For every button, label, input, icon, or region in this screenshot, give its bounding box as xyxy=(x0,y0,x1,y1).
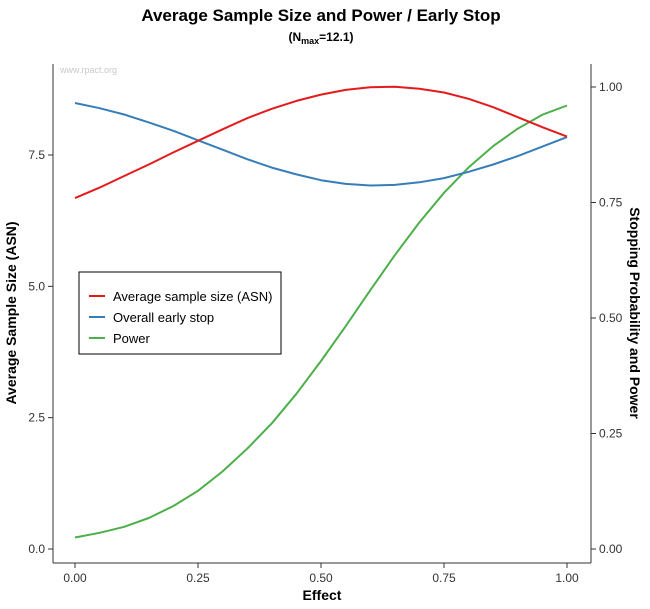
subtitle-prefix: (N xyxy=(288,30,301,44)
x-tick-label: 0.75 xyxy=(432,571,456,585)
legend-label: Average sample size (ASN) xyxy=(113,289,272,304)
legend-label: Power xyxy=(113,331,151,346)
y-axis-right-title: Stopping Probability and Power xyxy=(627,207,643,419)
y-axis-left-title: Average Sample Size (ASN) xyxy=(3,221,19,404)
y-left-tick-label: 2.5 xyxy=(28,411,45,425)
x-tick-label: 1.00 xyxy=(555,571,579,585)
x-tick-label: 0.50 xyxy=(309,571,333,585)
x-tick-label: 0.00 xyxy=(63,571,87,585)
y-left-tick-label: 0.0 xyxy=(28,542,45,556)
legend: Average sample size (ASN) Overall early s… xyxy=(78,271,282,355)
watermark: www.rpact.org xyxy=(59,65,117,75)
y-right-tick-label: 0.25 xyxy=(599,427,623,441)
chart-subtitle: (Nmax=12.1) xyxy=(288,30,353,46)
series-line-power xyxy=(74,104,568,539)
subtitle-subscript: max xyxy=(301,36,319,46)
y-right-tick-label: 0.75 xyxy=(599,196,623,210)
y-right-tick-label: 0.50 xyxy=(599,311,623,325)
y-left-tick-label: 5.0 xyxy=(28,279,45,293)
x-axis-title: Effect xyxy=(303,587,342,603)
tick-group: 0.00 0.25 0.50 0.75 1.00 0.0 2.5 5.0 7.5 0.00 0.25… xyxy=(28,80,622,585)
legend-box xyxy=(78,271,282,355)
y-right-tick-label: 1.00 xyxy=(599,80,623,94)
x-tick-label: 0.25 xyxy=(186,571,210,585)
axes xyxy=(52,64,592,564)
series-line-overall-early-stop xyxy=(74,102,568,187)
series-line-average-sample-size-asn xyxy=(74,85,568,200)
series-lines xyxy=(74,85,568,539)
y-left-tick-label: 7.5 xyxy=(28,148,45,162)
y-right-tick-label: 0.00 xyxy=(599,542,623,556)
subtitle-suffix: =12.1) xyxy=(319,30,353,44)
legend-label: Overall early stop xyxy=(113,310,214,325)
chart-title: Average Sample Size and Power / Early St… xyxy=(141,6,500,25)
